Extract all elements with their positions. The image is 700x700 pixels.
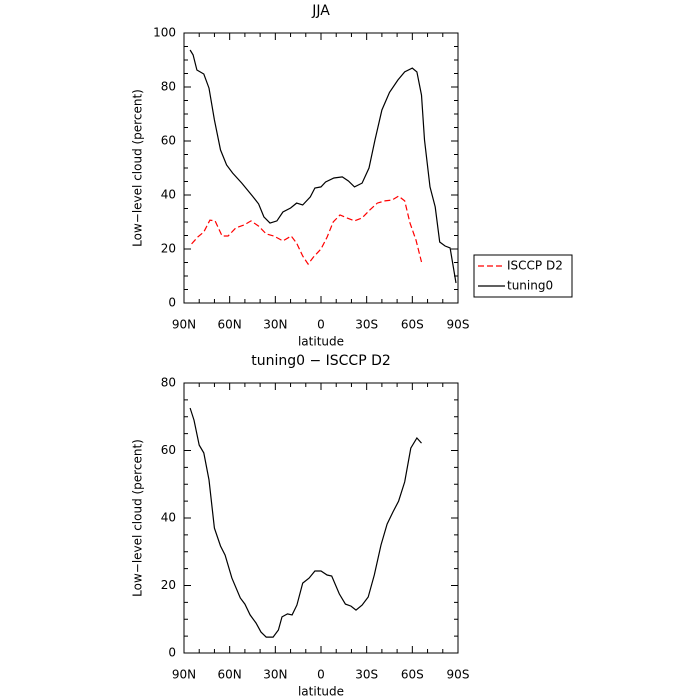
- y-tick-label: 0: [168, 296, 176, 310]
- y-tick-label: 20: [161, 578, 176, 592]
- x-tick-label: 30N: [263, 668, 287, 682]
- data-line: [189, 407, 422, 638]
- x-tick-label: 30N: [263, 318, 287, 332]
- x-tick-label: 0: [317, 318, 325, 332]
- y-tick-label: 40: [161, 511, 176, 525]
- chart-title: JJA: [311, 3, 330, 19]
- y-axis-label: Low−level cloud (percent): [131, 439, 145, 597]
- x-tick-label: 90S: [447, 668, 470, 682]
- x-tick-label: 60S: [401, 668, 424, 682]
- x-tick-label: 60N: [218, 318, 242, 332]
- x-tick-label: 90N: [172, 318, 196, 332]
- legend-label: ISCCP D2: [507, 259, 563, 273]
- y-tick-label: 60: [161, 443, 176, 457]
- x-tick-label: 30S: [355, 668, 378, 682]
- data-line: [191, 195, 423, 266]
- plot-frame: [183, 382, 459, 654]
- x-axis-label: latitude: [298, 685, 344, 699]
- x-tick-label: 60N: [218, 668, 242, 682]
- x-tick-label: 60S: [401, 318, 424, 332]
- x-tick-label: 90S: [447, 318, 470, 332]
- x-axis-label: latitude: [298, 335, 344, 349]
- y-tick-label: 60: [161, 134, 176, 148]
- y-tick-label: 80: [161, 80, 176, 94]
- y-tick-label: 100: [153, 26, 176, 40]
- y-tick-label: 40: [161, 188, 176, 202]
- x-tick-label: 90N: [172, 668, 196, 682]
- x-tick-label: 30S: [355, 318, 378, 332]
- y-axis-label: Low−level cloud (percent): [131, 89, 145, 247]
- chart-title: tuning0 − ISCCP D2: [251, 353, 391, 369]
- y-tick-label: 20: [161, 242, 176, 256]
- x-tick-label: 0: [317, 668, 325, 682]
- legend-label: tuning0: [507, 279, 553, 293]
- legend-box: [473, 254, 573, 298]
- y-tick-label: 0: [168, 646, 176, 660]
- data-line: [189, 49, 457, 284]
- y-tick-label: 80: [161, 376, 176, 390]
